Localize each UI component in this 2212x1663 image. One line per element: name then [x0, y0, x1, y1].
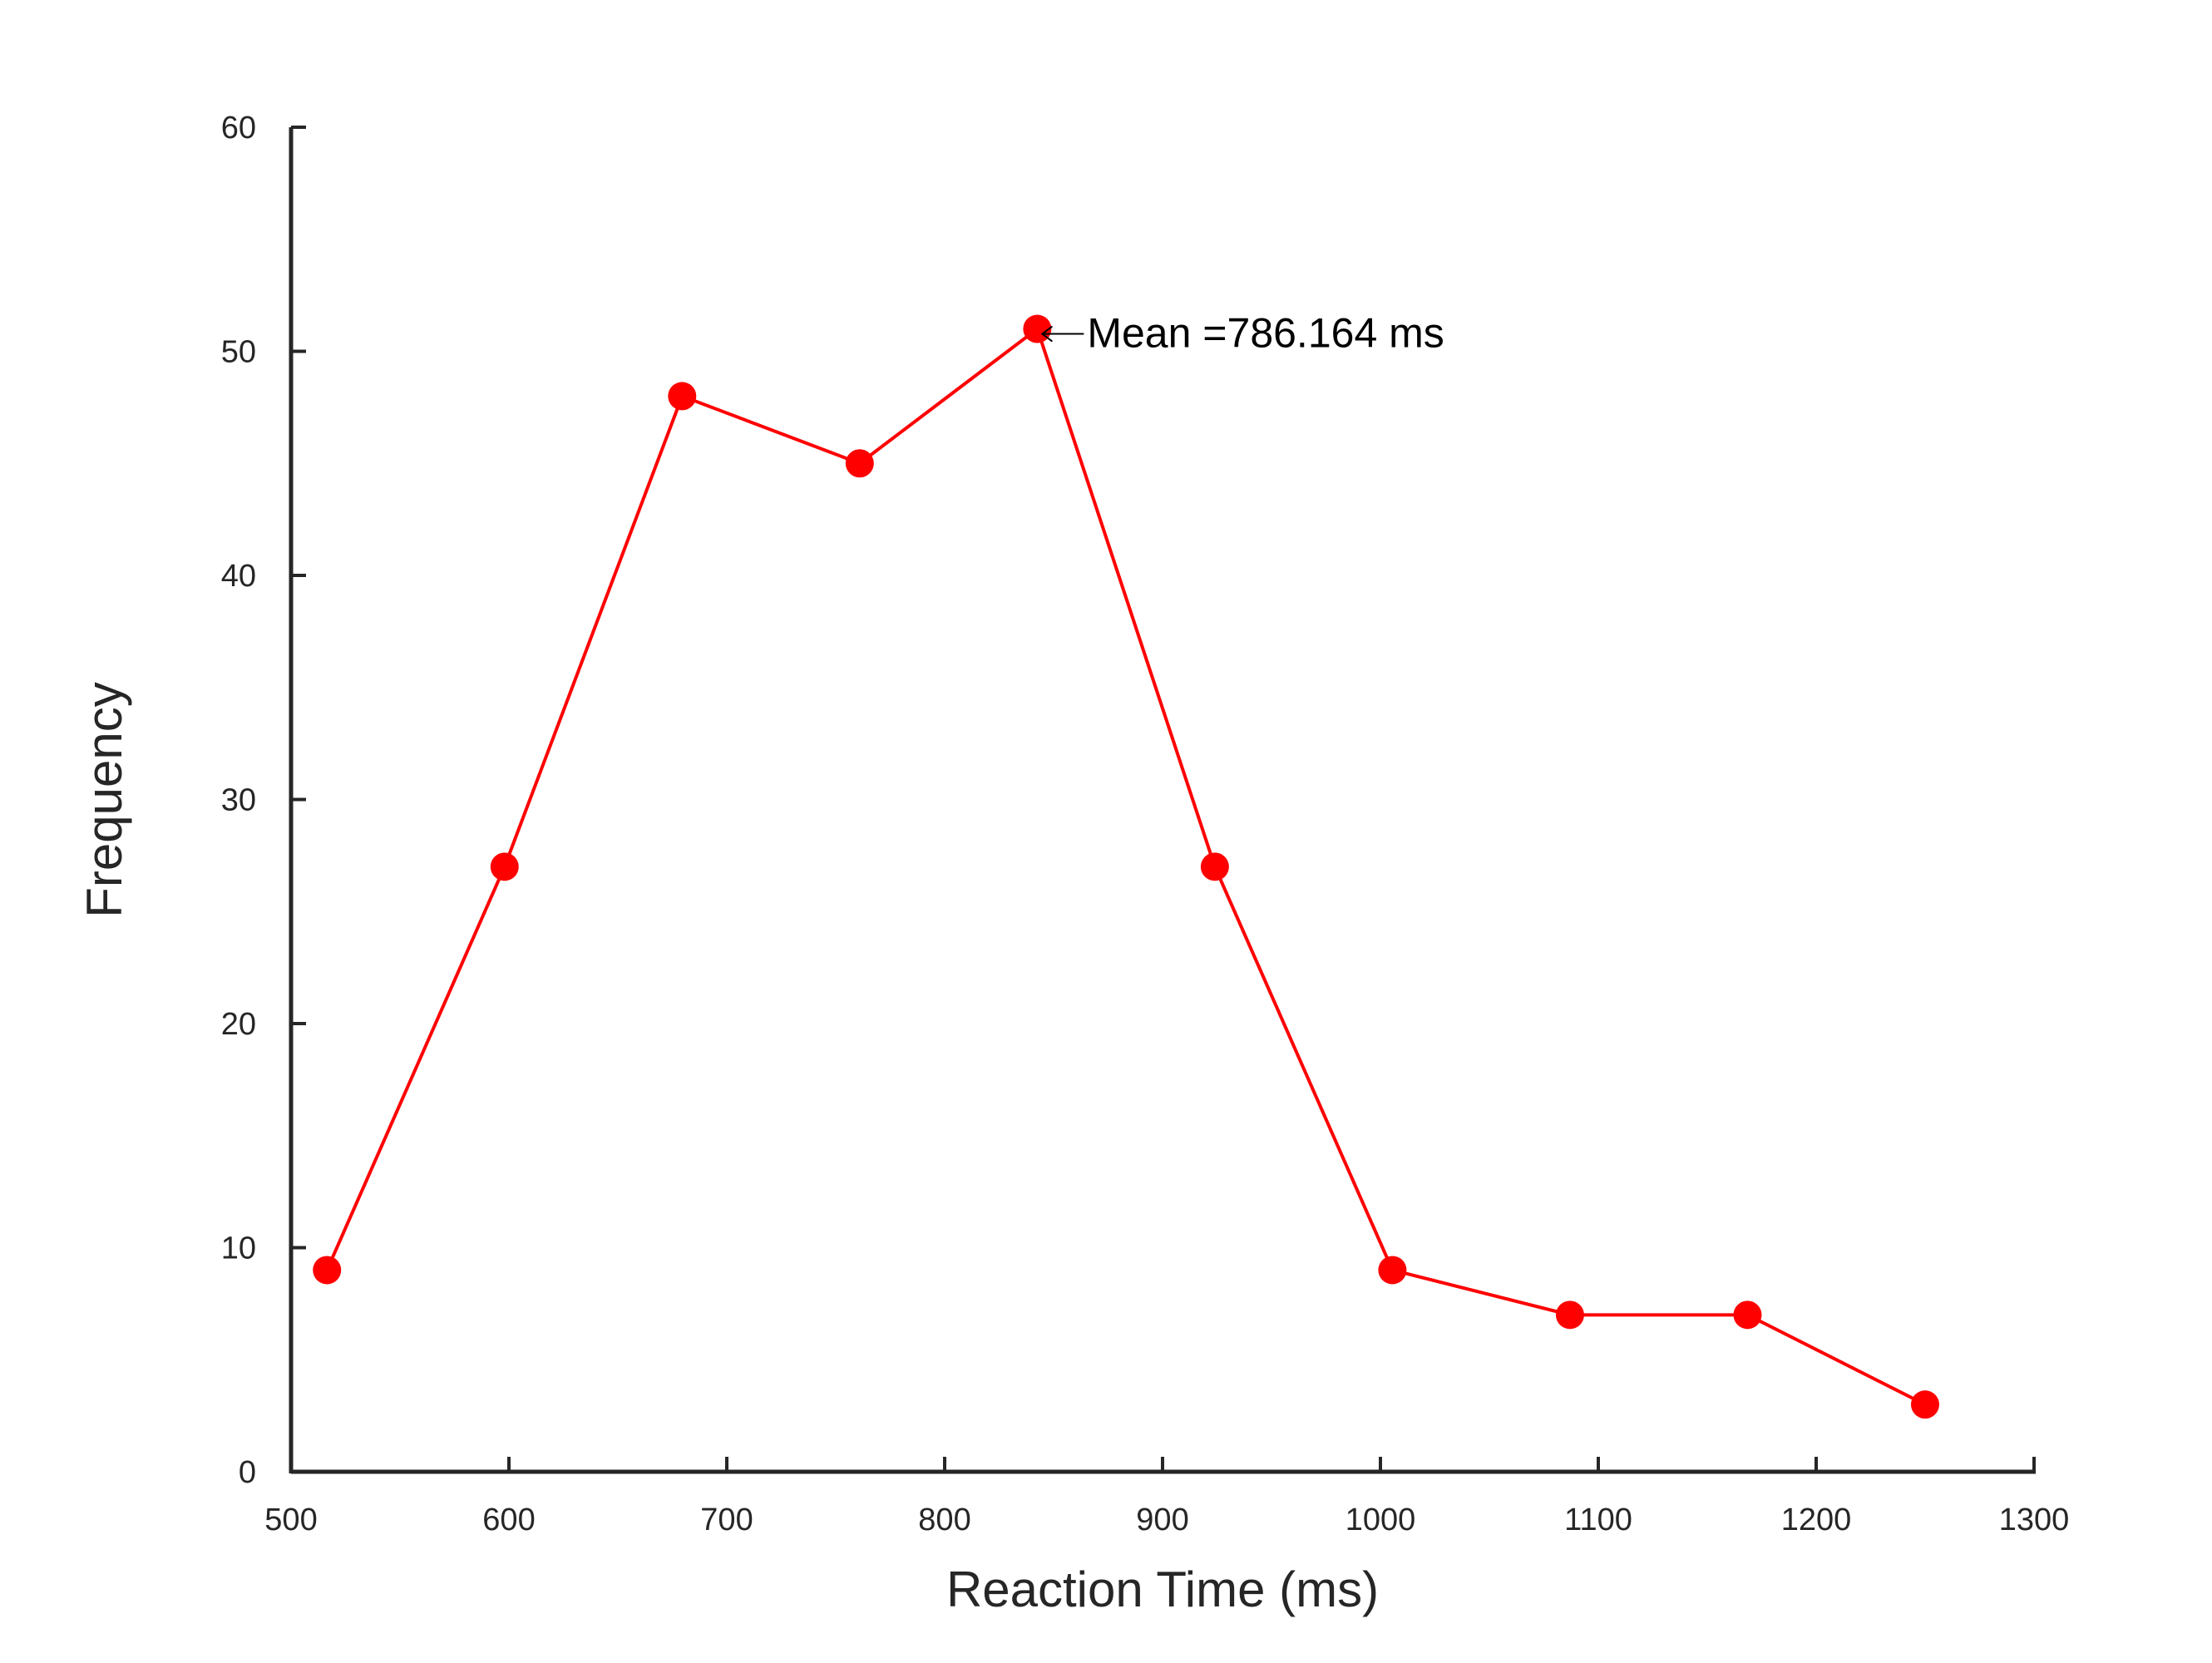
y-tick-label: 10	[221, 1231, 256, 1266]
x-tick-label: 1000	[1345, 1503, 1416, 1537]
x-tick-label: 600	[482, 1503, 535, 1537]
y-tick-label: 40	[221, 559, 256, 594]
data-point	[1023, 314, 1052, 343]
y-tick-label: 60	[221, 111, 256, 146]
data-point	[1200, 852, 1229, 881]
series-line	[325, 326, 1926, 1406]
data-point	[1733, 1300, 1762, 1330]
y-tick-label: 30	[221, 783, 256, 818]
y-axis-title: Frequency	[77, 682, 132, 917]
data-point	[1555, 1300, 1584, 1330]
y-tick-label: 50	[221, 335, 256, 370]
x-tick-label: 700	[700, 1503, 753, 1537]
x-tick-label: 1100	[1564, 1503, 1632, 1537]
y-tick-label: 0	[239, 1455, 256, 1490]
data-point	[490, 852, 519, 881]
axes: 500 600 700 800 900 1000 1100 1200 1300 0 10 20 30 40…	[221, 111, 2070, 1537]
annotation-arrow	[1040, 325, 1084, 343]
mean-annotation-label: Mean =786.164 ms	[1087, 310, 1444, 357]
data-point	[1911, 1390, 1939, 1419]
x-tick-label: 1200	[1781, 1503, 1852, 1537]
data-point	[845, 449, 874, 478]
annotation-layer: Mean =786.164 ms	[1040, 310, 1444, 357]
x-tick-label: 1300	[1999, 1503, 2070, 1537]
data-point	[313, 1256, 342, 1285]
y-tick-label: 20	[221, 1007, 256, 1042]
x-tick-label: 500	[264, 1503, 317, 1537]
x-axis-title: Reaction Time (ms)	[946, 1562, 1379, 1617]
x-tick-label: 800	[918, 1503, 970, 1537]
series-layer	[313, 314, 1939, 1419]
x-tick-label: 900	[1136, 1503, 1188, 1537]
data-point	[668, 382, 697, 411]
data-point	[1378, 1256, 1407, 1285]
